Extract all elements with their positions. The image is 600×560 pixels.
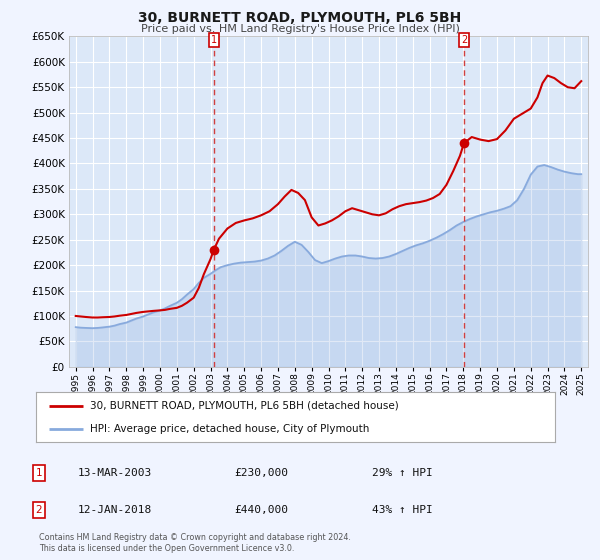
Text: 13-MAR-2003: 13-MAR-2003 bbox=[78, 468, 152, 478]
Text: 30, BURNETT ROAD, PLYMOUTH, PL6 5BH: 30, BURNETT ROAD, PLYMOUTH, PL6 5BH bbox=[139, 11, 461, 25]
Text: £230,000: £230,000 bbox=[234, 468, 288, 478]
Text: 12-JAN-2018: 12-JAN-2018 bbox=[78, 505, 152, 515]
Text: Price paid vs. HM Land Registry's House Price Index (HPI): Price paid vs. HM Land Registry's House … bbox=[140, 24, 460, 34]
Text: £440,000: £440,000 bbox=[234, 505, 288, 515]
Text: 1: 1 bbox=[35, 468, 43, 478]
Text: Contains HM Land Registry data © Crown copyright and database right 2024.
This d: Contains HM Land Registry data © Crown c… bbox=[39, 533, 351, 553]
Text: 2: 2 bbox=[35, 505, 43, 515]
Text: 2: 2 bbox=[461, 35, 467, 45]
Text: 43% ↑ HPI: 43% ↑ HPI bbox=[372, 505, 433, 515]
Text: 1: 1 bbox=[211, 35, 217, 45]
Text: HPI: Average price, detached house, City of Plymouth: HPI: Average price, detached house, City… bbox=[91, 424, 370, 434]
Text: 29% ↑ HPI: 29% ↑ HPI bbox=[372, 468, 433, 478]
Text: 30, BURNETT ROAD, PLYMOUTH, PL6 5BH (detached house): 30, BURNETT ROAD, PLYMOUTH, PL6 5BH (det… bbox=[91, 400, 399, 410]
